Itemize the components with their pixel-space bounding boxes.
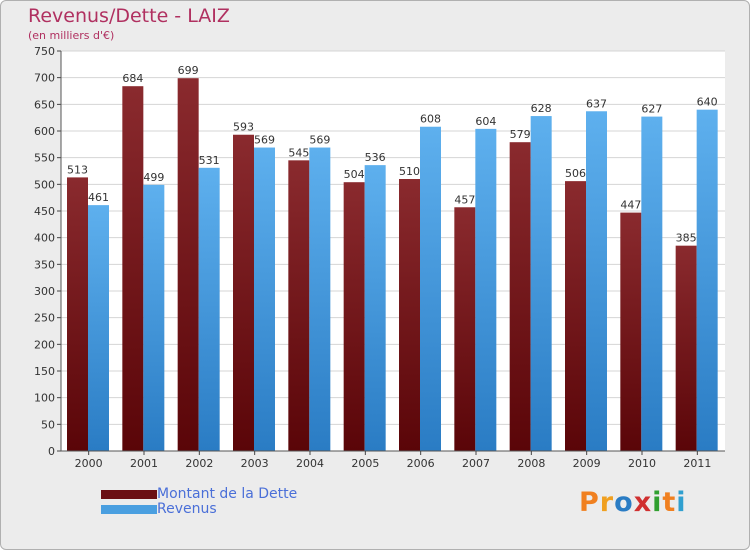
data-label: 506 (565, 167, 586, 180)
bar-dette (122, 86, 144, 451)
y-tick-label: 300 (34, 285, 55, 298)
y-tick-label: 700 (34, 72, 55, 85)
bar-revenus (586, 111, 607, 452)
data-label: 447 (620, 199, 641, 212)
bar-dette (620, 212, 642, 451)
y-axis: 0 50 100 150 200 250 300 350 400 450 500 550 600 650 7… (34, 45, 62, 458)
x-tick-label: 2010 (628, 457, 656, 470)
legend-label-dette: Montant de la Dette (157, 486, 298, 502)
bar-revenus (254, 147, 275, 452)
data-label: 608 (420, 113, 441, 126)
logo-letter: t (662, 487, 677, 518)
bar-dette (233, 134, 254, 451)
data-label: 510 (399, 165, 420, 178)
bar-dette (67, 177, 88, 451)
data-label: 604 (475, 115, 496, 128)
legend-swatch-dette (101, 490, 157, 499)
y-tick-label: 350 (34, 258, 55, 271)
y-tick-label: 550 (34, 152, 55, 165)
data-label: 579 (510, 128, 531, 141)
data-label: 637 (586, 97, 607, 110)
bar-revenus (475, 128, 497, 451)
y-tick-label: 450 (34, 205, 55, 218)
chart-title: Revenus/Dette - LAIZ (28, 5, 230, 27)
logo-letter: r (599, 487, 615, 518)
x-tick-label: 2005 (351, 457, 379, 470)
bar-revenus (696, 109, 718, 452)
logo-letter: P (579, 487, 600, 518)
logo-letter: x (633, 487, 653, 518)
data-label: 593 (233, 121, 254, 134)
data-label: 545 (288, 146, 309, 159)
x-tick-label: 2000 (75, 457, 103, 470)
bars: 5134616844996995315935695455695045365106… (67, 64, 718, 452)
x-tick-label: 2001 (130, 457, 158, 470)
logo-letter: i (676, 487, 687, 518)
data-label: 457 (454, 193, 475, 206)
bar-dette (454, 207, 476, 451)
data-label: 504 (344, 168, 365, 181)
x-tick-label: 2003 (241, 457, 269, 470)
data-label: 499 (143, 171, 164, 184)
data-label: 640 (697, 96, 718, 109)
x-tick-label: 2009 (573, 457, 601, 470)
x-tick-label: 2007 (462, 457, 490, 470)
plot-area (61, 51, 725, 451)
bar-dette (399, 179, 420, 451)
x-tick-label: 2006 (407, 457, 435, 470)
legend-swatch-revenus (101, 505, 157, 514)
bar-dette (675, 245, 697, 451)
gridlines (61, 50, 725, 452)
data-label: 513 (67, 163, 88, 176)
y-tick-label: 600 (34, 125, 55, 138)
data-label: 699 (178, 64, 199, 77)
bar-revenus (364, 165, 386, 451)
data-label: 385 (676, 232, 697, 245)
x-tick-label: 2008 (517, 457, 545, 470)
y-tick-label: 500 (34, 178, 55, 191)
x-tick-label: 2002 (185, 457, 213, 470)
y-tick-label: 100 (34, 392, 55, 405)
y-tick-label: 750 (34, 45, 55, 58)
bar-dette (565, 181, 586, 451)
data-label: 536 (365, 151, 386, 164)
y-tick-label: 50 (41, 418, 55, 431)
logo-letter: i (652, 487, 663, 518)
data-label: 628 (531, 102, 552, 115)
legend-label-revenus: Revenus (157, 501, 217, 517)
data-label: 627 (641, 103, 662, 116)
bar-revenus (309, 147, 331, 452)
bar-revenus (143, 184, 165, 451)
chart-subtitle: (en milliers d'€) (28, 29, 115, 42)
bar-dette (509, 142, 531, 451)
bar-revenus (420, 126, 441, 451)
bar-dette (343, 182, 365, 451)
bar-revenus (198, 167, 220, 452)
data-label: 531 (199, 154, 220, 167)
y-tick-label: 650 (34, 98, 55, 111)
logo-letter: o (614, 487, 634, 518)
data-label: 569 (254, 134, 275, 147)
bar-dette (288, 160, 310, 452)
data-label: 684 (122, 72, 143, 85)
y-tick-label: 400 (34, 232, 55, 245)
y-tick-label: 200 (34, 338, 55, 351)
bar-dette (177, 78, 199, 451)
data-label: 569 (309, 134, 330, 147)
y-tick-label: 250 (34, 312, 55, 325)
x-tick-label: 2011 (683, 457, 711, 470)
data-label: 461 (88, 191, 109, 204)
bar-revenus (530, 116, 552, 452)
x-axis: 2000 2001 2002 2003 2004 2005 2006 2007 2008 2009… (61, 450, 725, 470)
bar-revenus (88, 205, 109, 451)
proxiti-logo: Proxiti (579, 487, 687, 518)
bar-revenus (641, 116, 663, 451)
y-tick-label: 0 (48, 445, 55, 458)
x-tick-label: 2004 (296, 457, 324, 470)
y-tick-label: 150 (34, 365, 55, 378)
